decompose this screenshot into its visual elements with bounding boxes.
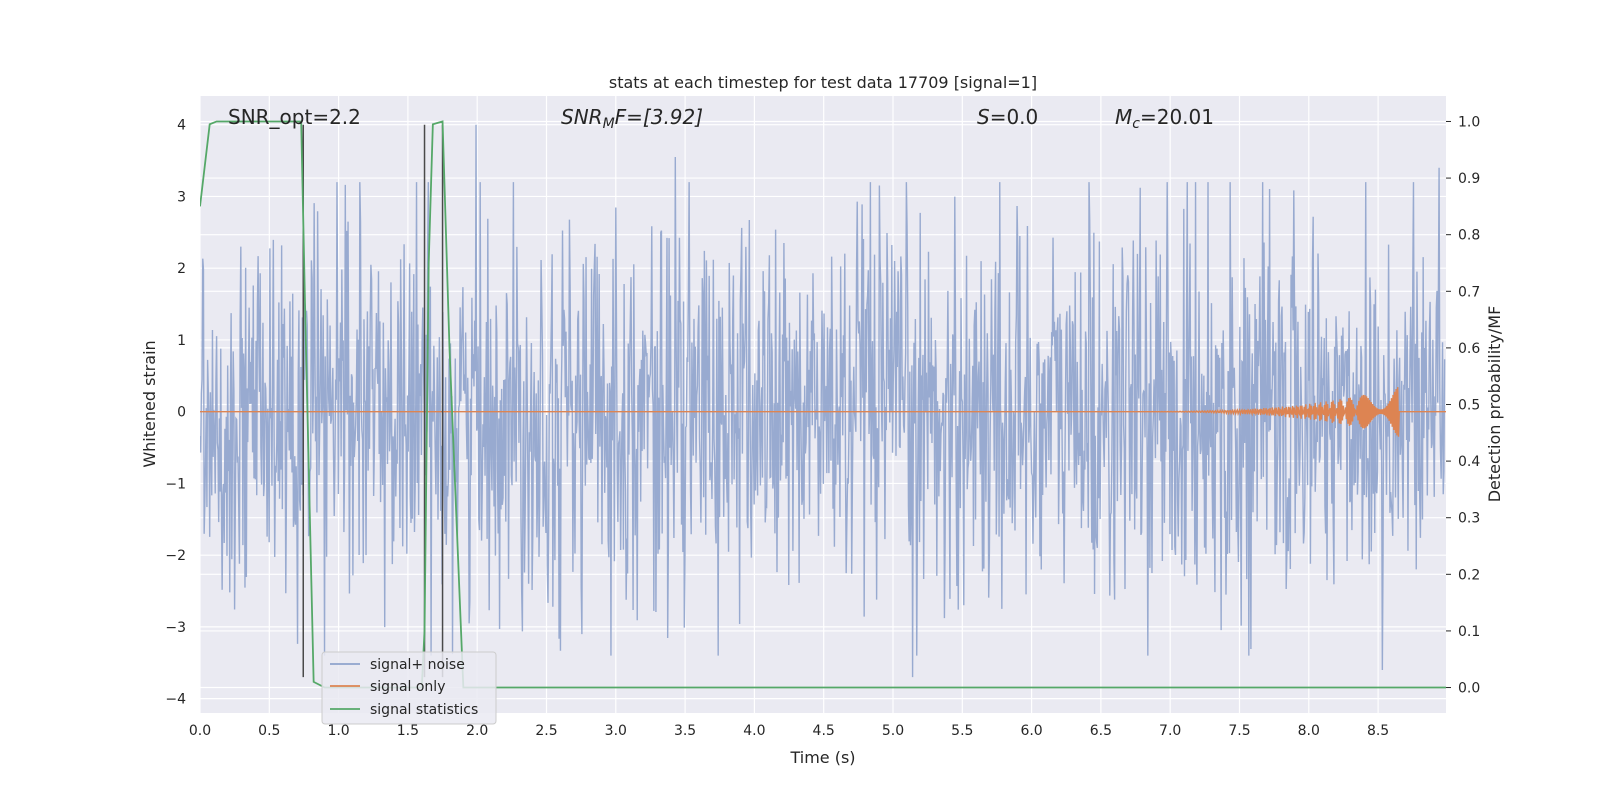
x-tick-label: 2.5 (535, 723, 557, 739)
y-left-tick-label: 0 (177, 405, 186, 421)
x-tick-label: 7.5 (1228, 723, 1250, 739)
y-left-tick-label: −3 (165, 620, 186, 636)
x-axis-label: Time (s) (789, 748, 855, 767)
x-tick-label: 2.0 (466, 723, 488, 739)
x-tick-label: 8.5 (1367, 723, 1389, 739)
y-right-axis-label: Detection probability/MF (1485, 306, 1504, 503)
y-right-tick-label: 0.9 (1458, 171, 1480, 187)
annotation-snr-opt: SNR_opt=2.2 (228, 105, 361, 129)
y-right-tick-label: 1.0 (1458, 114, 1480, 130)
y-left-tick-label: −2 (165, 548, 186, 564)
x-tick-label: 1.0 (327, 723, 349, 739)
y-left-tick-label: 2 (177, 261, 186, 277)
y-left-tick-label: −4 (165, 692, 186, 708)
x-tick-label: 6.0 (1020, 723, 1042, 739)
x-tick-label: 6.5 (1090, 723, 1112, 739)
annotation-snr-mf: SNRMF=[3.92] (561, 105, 703, 132)
x-tick-label: 4.5 (813, 723, 835, 739)
annotation-mc-rest: =20.01 (1140, 105, 1214, 129)
x-tick-label: 3.0 (605, 723, 627, 739)
x-tick-label: 7.0 (1159, 723, 1181, 739)
y-right-tick-label: 0.6 (1458, 341, 1480, 357)
x-tick-label: 5.0 (882, 723, 904, 739)
x-tick-label: 8.0 (1298, 723, 1320, 739)
y-right-tick-label: 0.0 (1458, 681, 1480, 697)
y-right-tick-label: 0.3 (1458, 511, 1480, 527)
legend-label-signal-noise: signal+ noise (370, 657, 465, 673)
y-left-axis-label: Whitened strain (140, 340, 159, 467)
annotation-mc-main: M (1115, 105, 1132, 129)
annotation-mc: Mc=20.01 (1115, 105, 1214, 132)
annotation-snr-mf-rest: F=[3.92] (615, 105, 703, 129)
annotation-snr-mf-main: SNR (561, 105, 603, 129)
y-right-tick-label: 0.8 (1458, 228, 1480, 244)
y-right-tick-labels: 1.0 0.9 0.8 0.7 0.6 0.5 0.4 0.3 0.2 0.1 0.0 (1446, 114, 1480, 697)
y-right-tick-label: 0.5 (1458, 398, 1480, 414)
y-left-tick-label: −1 (165, 476, 186, 492)
annotation-s-rest: =0.0 (990, 105, 1039, 129)
series-signal-noise-line (200, 124, 1446, 678)
x-tick-label: 0.5 (258, 723, 280, 739)
annotation-snr-mf-sub: M (603, 116, 615, 132)
legend-box (321, 651, 497, 725)
annotation-mc-sub: c (1132, 116, 1140, 132)
x-tick-label: 3.5 (674, 723, 696, 739)
y-left-tick-label: 4 (177, 118, 186, 134)
x-tick-label: 5.5 (951, 723, 973, 739)
legend: signal+ noise signal only signal statist… (321, 651, 497, 725)
annotation-s: S=0.0 (977, 105, 1038, 129)
y-right-tick-label: 0.4 (1458, 454, 1480, 470)
legend-label-signal-only: signal only (370, 679, 445, 695)
y-left-tick-label: 1 (177, 333, 186, 349)
y-right-tick-label: 0.2 (1458, 567, 1480, 583)
x-tick-labels: 0.0 0.5 1.0 1.5 2.0 2.5 3.0 3.5 4.0 4.5 5.0 5.5 6.0 6… (189, 723, 1389, 739)
y-left-tick-label: 3 (177, 189, 186, 205)
y-right-tick-label: 0.7 (1458, 284, 1480, 300)
y-left-tick-labels: 4 3 2 1 0 −1 −2 −3 −4 (165, 118, 186, 708)
chart-title: stats at each timestep for test data 177… (609, 73, 1037, 92)
annotation-s-main: S (977, 105, 990, 129)
legend-label-signal-statistics: signal statistics (370, 702, 478, 718)
x-tick-label: 1.5 (397, 723, 419, 739)
x-tick-label: 0.0 (189, 723, 211, 739)
series-signal-only-line (200, 387, 1446, 437)
y-right-tick-label: 0.1 (1458, 624, 1480, 640)
x-tick-label: 4.0 (743, 723, 765, 739)
